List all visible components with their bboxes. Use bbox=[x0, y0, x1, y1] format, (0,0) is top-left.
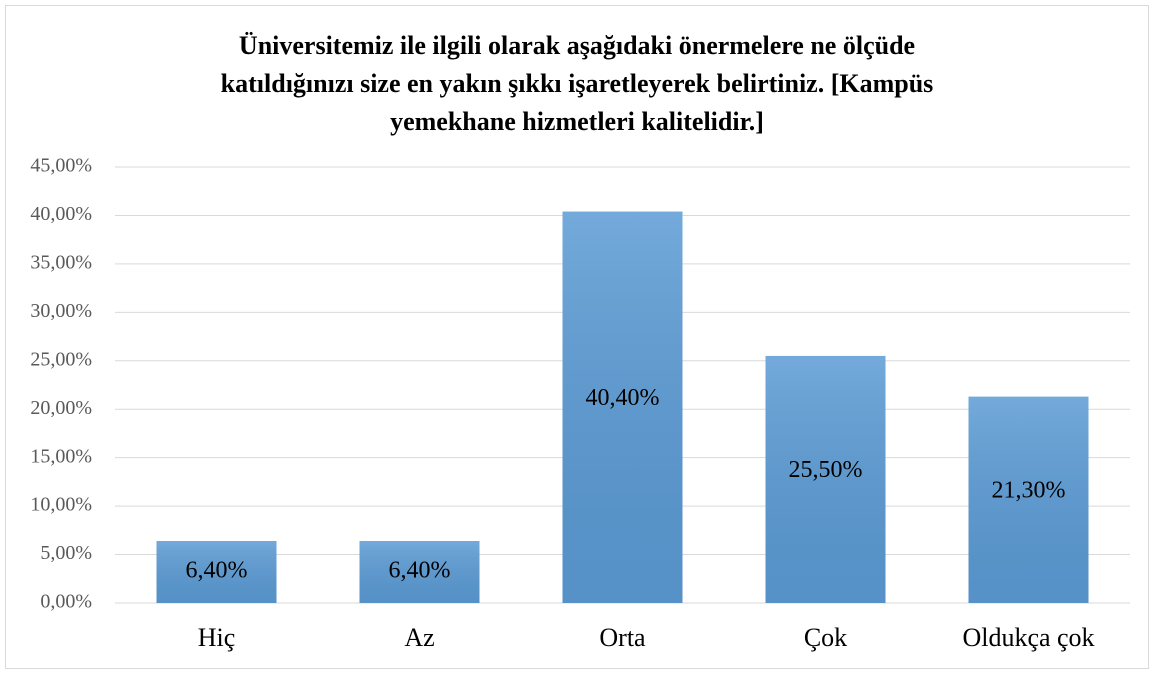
x-tick-label: Oldukça çok bbox=[962, 623, 1094, 652]
data-label: 25,50% bbox=[789, 457, 863, 483]
x-tick-label: Az bbox=[404, 623, 434, 652]
y-tick-label: 30,00% bbox=[30, 300, 92, 322]
y-tick-label: 20,00% bbox=[30, 397, 92, 419]
y-tick-label: 40,00% bbox=[30, 203, 92, 225]
chart-title: yemekhane hizmetleri kalitelidir.] bbox=[390, 107, 764, 136]
data-label: 21,30% bbox=[992, 477, 1066, 503]
y-tick-label: 5,00% bbox=[40, 542, 92, 564]
y-tick-label: 0,00% bbox=[40, 591, 92, 613]
y-tick-label: 35,00% bbox=[30, 251, 92, 273]
y-tick-label: 10,00% bbox=[30, 494, 92, 516]
data-label: 40,40% bbox=[586, 385, 660, 411]
data-label: 6,40% bbox=[389, 557, 451, 583]
y-tick-label: 15,00% bbox=[30, 445, 92, 467]
x-tick-label: Hiç bbox=[198, 623, 236, 652]
data-label: 6,40% bbox=[186, 557, 248, 583]
x-tick-label: Orta bbox=[599, 623, 646, 652]
y-tick-label: 25,00% bbox=[30, 348, 92, 370]
chart-title: Üniversitemiz ile ilgili olarak aşağıdak… bbox=[239, 31, 915, 60]
y-tick-label: 45,00% bbox=[30, 155, 92, 177]
chart-title: katıldığınızı size en yakın şıkkı işaret… bbox=[221, 69, 934, 98]
x-tick-label: Çok bbox=[804, 623, 847, 652]
